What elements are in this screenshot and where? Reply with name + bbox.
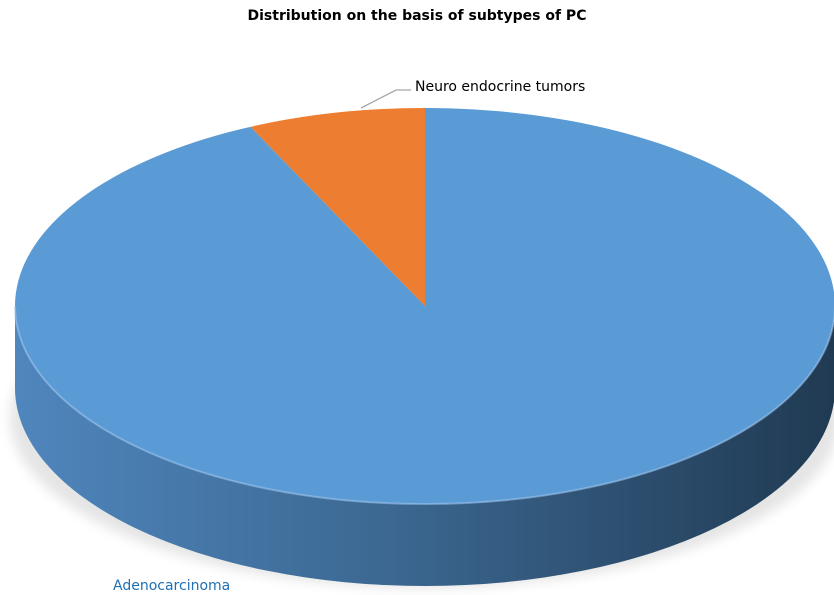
rim-highlight: [14, 305, 834, 505]
slice-label-neuro-endocrine-tumors: Neuro endocrine tumors: [415, 79, 585, 95]
chart-title: Distribution on the basis of subtypes of…: [247, 8, 587, 24]
pie-side: [15, 306, 834, 586]
slice-label-adenocarcinoma: Adenocarcinoma: [113, 578, 230, 594]
slices-group: [15, 108, 834, 504]
pie-slice-adenocarcinoma: [15, 108, 834, 504]
pie-slice-neuro-endocrine-tumors: [250, 108, 425, 306]
leader-line: [360, 89, 411, 109]
